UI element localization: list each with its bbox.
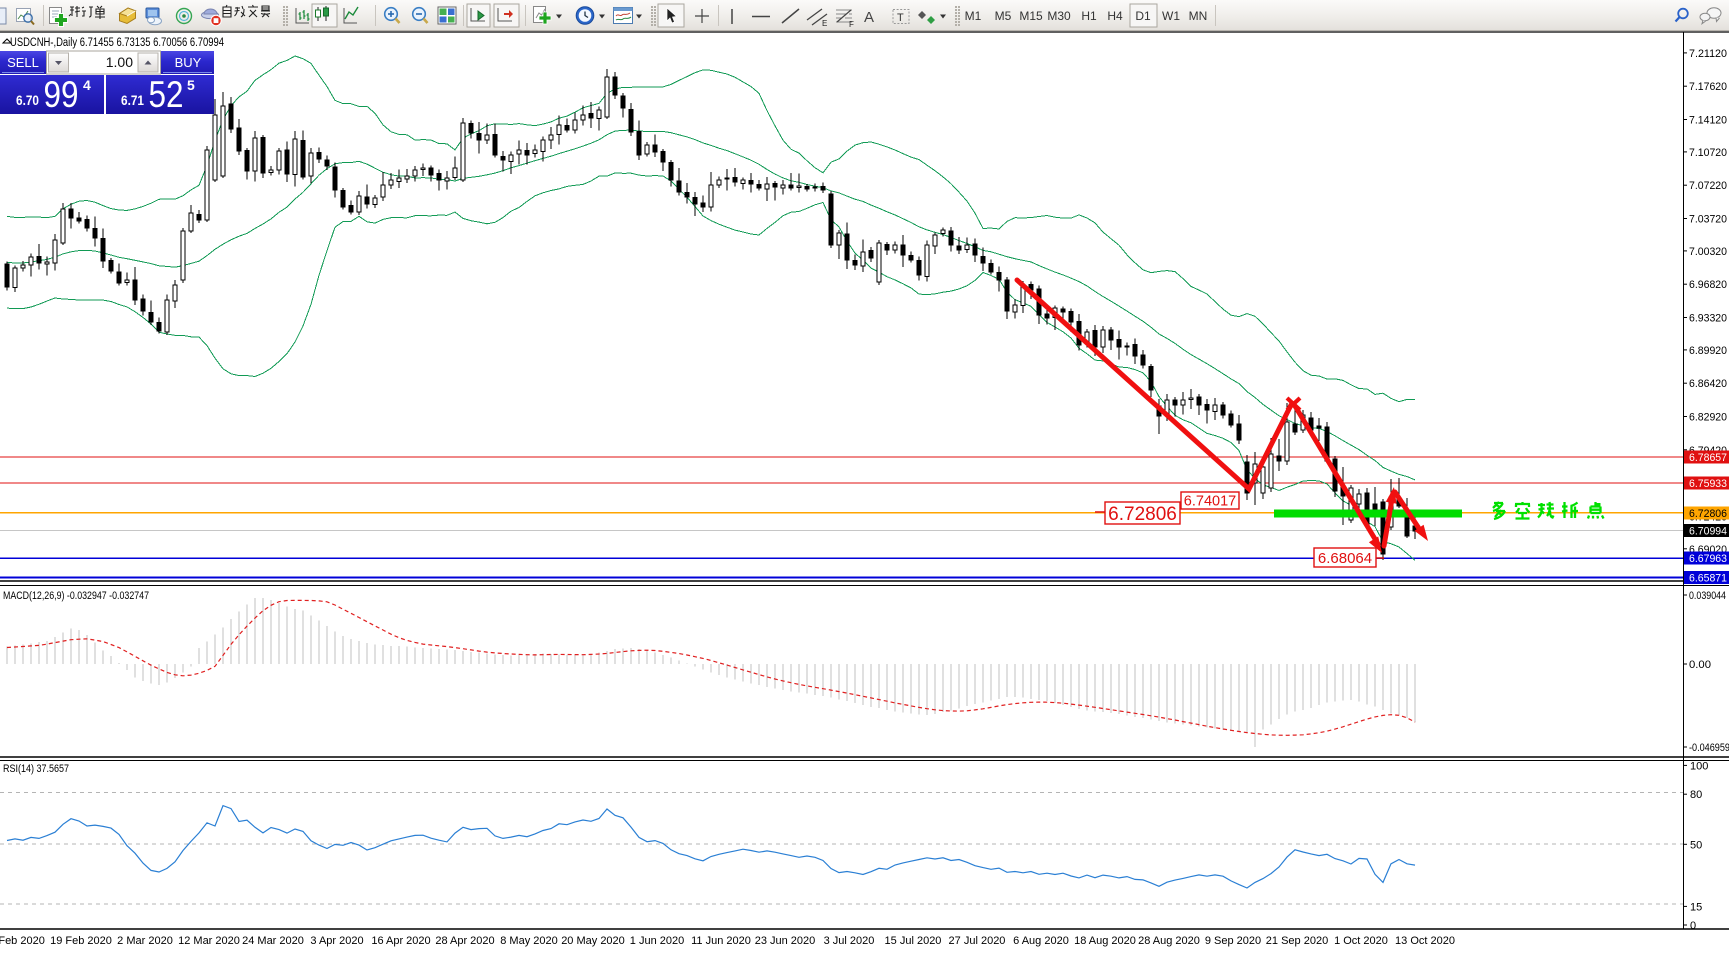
svg-text:3 Apr 2020: 3 Apr 2020 <box>310 935 363 947</box>
svg-text:H1: H1 <box>1081 9 1097 23</box>
svg-text:27 Jul 2020: 27 Jul 2020 <box>949 935 1006 947</box>
svg-text:6.70994: 6.70994 <box>1689 526 1727 538</box>
svg-text:0.00: 0.00 <box>1689 659 1711 671</box>
svg-text:15: 15 <box>1690 901 1702 913</box>
svg-text:7.03720: 7.03720 <box>1689 214 1727 226</box>
svg-text:6.72806: 6.72806 <box>1108 504 1177 525</box>
svg-text:A: A <box>864 9 874 26</box>
svg-text:MACD(12,26,9) -0.032947 -0.032: MACD(12,26,9) -0.032947 -0.032747 <box>3 590 149 602</box>
svg-text:2 Mar 2020: 2 Mar 2020 <box>117 935 173 947</box>
svg-text:6.75933: 6.75933 <box>1689 478 1727 490</box>
svg-text:M30: M30 <box>1047 9 1071 23</box>
svg-text:28 Apr 2020: 28 Apr 2020 <box>435 935 494 947</box>
svg-text:6.67963: 6.67963 <box>1689 553 1727 565</box>
svg-text:50: 50 <box>1690 839 1702 851</box>
svg-text:20 May 2020: 20 May 2020 <box>561 935 625 947</box>
svg-text:6.65871: 6.65871 <box>1689 573 1727 585</box>
svg-text:1.00: 1.00 <box>106 54 133 70</box>
svg-text:13 Oct 2020: 13 Oct 2020 <box>1395 935 1455 947</box>
svg-text:11 Jun 2020: 11 Jun 2020 <box>691 935 751 947</box>
svg-text:5: 5 <box>187 77 195 93</box>
svg-text:6.70: 6.70 <box>16 92 39 108</box>
svg-text:6.74017: 6.74017 <box>1184 494 1236 510</box>
svg-text:6 Aug 2020: 6 Aug 2020 <box>1013 935 1069 947</box>
svg-text:7 Feb 2020: 7 Feb 2020 <box>0 935 45 947</box>
svg-text:6.89920: 6.89920 <box>1689 345 1727 357</box>
svg-text:24 Mar 2020: 24 Mar 2020 <box>242 935 304 947</box>
svg-text:SELL: SELL <box>7 55 39 70</box>
svg-text:F: F <box>849 20 854 29</box>
svg-text:8 May 2020: 8 May 2020 <box>500 935 557 947</box>
svg-text:19 Feb 2020: 19 Feb 2020 <box>50 935 112 947</box>
svg-text:BUY: BUY <box>175 55 202 70</box>
svg-text:16 Apr 2020: 16 Apr 2020 <box>371 935 430 947</box>
svg-text:6.71: 6.71 <box>121 92 144 108</box>
svg-text:6.86420: 6.86420 <box>1689 378 1727 390</box>
svg-text:9 Sep 2020: 9 Sep 2020 <box>1205 935 1261 947</box>
svg-text:W1: W1 <box>1162 9 1180 23</box>
svg-text:M5: M5 <box>995 9 1012 23</box>
svg-text:6.72806: 6.72806 <box>1689 508 1727 520</box>
svg-text:12 Mar 2020: 12 Mar 2020 <box>178 935 240 947</box>
svg-text:23 Jun 2020: 23 Jun 2020 <box>755 935 816 947</box>
svg-text:USDCNH-,Daily 6.71455 6.73135: USDCNH-,Daily 6.71455 6.73135 6.70056 6.… <box>10 37 224 49</box>
svg-text:7.17620: 7.17620 <box>1689 81 1727 93</box>
svg-text:18 Aug 2020: 18 Aug 2020 <box>1074 935 1136 947</box>
svg-text:15 Jul 2020: 15 Jul 2020 <box>885 935 942 947</box>
svg-text:100: 100 <box>1690 760 1708 772</box>
svg-text:7.21120: 7.21120 <box>1689 48 1727 60</box>
svg-text:7.07220: 7.07220 <box>1689 180 1727 192</box>
svg-text:6.78657: 6.78657 <box>1689 452 1727 464</box>
svg-text:6.68064: 6.68064 <box>1318 550 1372 567</box>
svg-text:3 Jul 2020: 3 Jul 2020 <box>824 935 875 947</box>
svg-text:M15: M15 <box>1019 9 1043 23</box>
svg-text:7.14120: 7.14120 <box>1689 115 1727 127</box>
svg-text:28 Aug 2020: 28 Aug 2020 <box>1138 935 1200 947</box>
svg-text:E: E <box>822 19 827 28</box>
svg-text:1 Jun 2020: 1 Jun 2020 <box>630 935 684 947</box>
svg-text:6.93320: 6.93320 <box>1689 313 1727 325</box>
svg-text:0: 0 <box>1690 920 1696 932</box>
svg-text:-0.046959: -0.046959 <box>1689 742 1729 754</box>
svg-text:7.10720: 7.10720 <box>1689 147 1727 159</box>
svg-text:99: 99 <box>44 74 79 115</box>
svg-text:6.96820: 6.96820 <box>1689 279 1727 291</box>
svg-text:RSI(14) 37.5657: RSI(14) 37.5657 <box>3 763 69 775</box>
svg-text:T: T <box>897 12 904 24</box>
svg-text:1 Oct 2020: 1 Oct 2020 <box>1334 935 1388 947</box>
svg-text:H4: H4 <box>1107 9 1123 23</box>
svg-text:4: 4 <box>83 77 91 93</box>
svg-text:MN: MN <box>1189 9 1208 23</box>
svg-text:M1: M1 <box>965 9 982 23</box>
svg-text:7.00320: 7.00320 <box>1689 246 1727 258</box>
svg-text:D1: D1 <box>1135 9 1151 23</box>
svg-text:52: 52 <box>149 74 184 115</box>
svg-text:80: 80 <box>1690 789 1702 801</box>
svg-text:6.82920: 6.82920 <box>1689 412 1727 424</box>
svg-text:0.039044: 0.039044 <box>1689 590 1726 602</box>
svg-text:21 Sep 2020: 21 Sep 2020 <box>1266 935 1328 947</box>
